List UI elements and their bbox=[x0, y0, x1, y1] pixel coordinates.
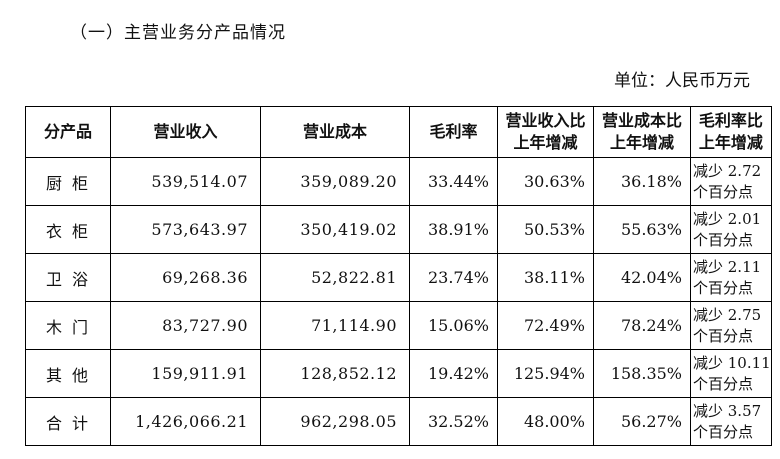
header-cost: 营业成本 bbox=[260, 106, 410, 158]
cell-margin: 32.52% bbox=[409, 397, 498, 446]
cell-cost: 71,114.90 bbox=[260, 301, 410, 350]
cell-cost-change: 36.18% bbox=[593, 157, 691, 206]
cell-revenue: 573,643.97 bbox=[110, 205, 261, 254]
cell-product: 衣柜 bbox=[25, 205, 111, 254]
cell-product: 合计 bbox=[25, 397, 111, 446]
cell-cost-change: 56.27% bbox=[593, 397, 691, 446]
cell-margin-change: 减少 2.72 个百分点 bbox=[690, 157, 772, 206]
cell-margin-change: 减少 10.11 个百分点 bbox=[690, 349, 772, 398]
cell-cost: 962,298.05 bbox=[260, 397, 410, 446]
cell-margin: 38.91% bbox=[409, 205, 498, 254]
table-row: 衣柜 573,643.97 350,419.02 38.91% 50.53% 5… bbox=[25, 205, 772, 254]
cell-margin: 15.06% bbox=[409, 301, 498, 350]
cell-margin-change: 减少 3.57 个百分点 bbox=[690, 397, 772, 446]
cell-revenue-change: 30.63% bbox=[497, 157, 594, 206]
header-gross-margin: 毛利率 bbox=[409, 106, 498, 158]
cell-product: 卫浴 bbox=[25, 253, 111, 302]
cell-product: 其他 bbox=[25, 349, 111, 398]
cell-product: 木门 bbox=[25, 301, 111, 350]
table-row: 木门 83,727.90 71,114.90 15.06% 72.49% 78.… bbox=[25, 301, 772, 350]
section-title: （一）主营业务分产品情况 bbox=[70, 23, 286, 43]
cell-revenue: 539,514.07 bbox=[110, 157, 261, 206]
table-row: 卫浴 69,268.36 52,822.81 23.74% 38.11% 42.… bbox=[25, 253, 772, 302]
cell-revenue: 1,426,066.21 bbox=[110, 397, 261, 446]
cell-cost: 52,822.81 bbox=[260, 253, 410, 302]
cell-revenue: 159,911.91 bbox=[110, 349, 261, 398]
header-revenue: 营业收入 bbox=[110, 106, 261, 158]
cell-product: 厨柜 bbox=[25, 157, 111, 206]
cell-cost-change: 55.63% bbox=[593, 205, 691, 254]
cell-margin-change: 减少 2.11 个百分点 bbox=[690, 253, 772, 302]
cell-cost: 128,852.12 bbox=[260, 349, 410, 398]
cell-margin: 33.44% bbox=[409, 157, 498, 206]
cell-margin-change: 减少 2.75 个百分点 bbox=[690, 301, 772, 350]
product-revenue-table: 分产品 营业收入 营业成本 毛利率 营业收入比 上年增减 营业成本比 上年增减 … bbox=[25, 106, 772, 446]
table-row: 厨柜 539,514.07 359,089.20 33.44% 30.63% 3… bbox=[25, 157, 772, 206]
header-cost-change: 营业成本比 上年增减 bbox=[593, 106, 691, 158]
cell-cost: 350,419.02 bbox=[260, 205, 410, 254]
header-margin-change: 毛利率比 上年增减 bbox=[690, 106, 772, 158]
header-product: 分产品 bbox=[25, 106, 111, 158]
cell-revenue-change: 38.11% bbox=[497, 253, 594, 302]
cell-margin: 19.42% bbox=[409, 349, 498, 398]
header-revenue-change: 营业收入比 上年增减 bbox=[497, 106, 594, 158]
table-header-row: 分产品 营业收入 营业成本 毛利率 营业收入比 上年增减 营业成本比 上年增减 … bbox=[25, 106, 772, 158]
cell-revenue-change: 125.94% bbox=[497, 349, 594, 398]
unit-label: 单位：人民币万元 bbox=[614, 71, 750, 91]
cell-margin: 23.74% bbox=[409, 253, 498, 302]
cell-cost-change: 158.35% bbox=[593, 349, 691, 398]
cell-revenue-change: 50.53% bbox=[497, 205, 594, 254]
table-row: 其他 159,911.91 128,852.12 19.42% 125.94% … bbox=[25, 349, 772, 398]
cell-revenue: 83,727.90 bbox=[110, 301, 261, 350]
table-total-row: 合计 1,426,066.21 962,298.05 32.52% 48.00%… bbox=[25, 397, 772, 446]
cell-cost: 359,089.20 bbox=[260, 157, 410, 206]
cell-revenue-change: 72.49% bbox=[497, 301, 594, 350]
cell-revenue-change: 48.00% bbox=[497, 397, 594, 446]
cell-cost-change: 78.24% bbox=[593, 301, 691, 350]
cell-margin-change: 减少 2.01 个百分点 bbox=[690, 205, 772, 254]
cell-revenue: 69,268.36 bbox=[110, 253, 261, 302]
cell-cost-change: 42.04% bbox=[593, 253, 691, 302]
